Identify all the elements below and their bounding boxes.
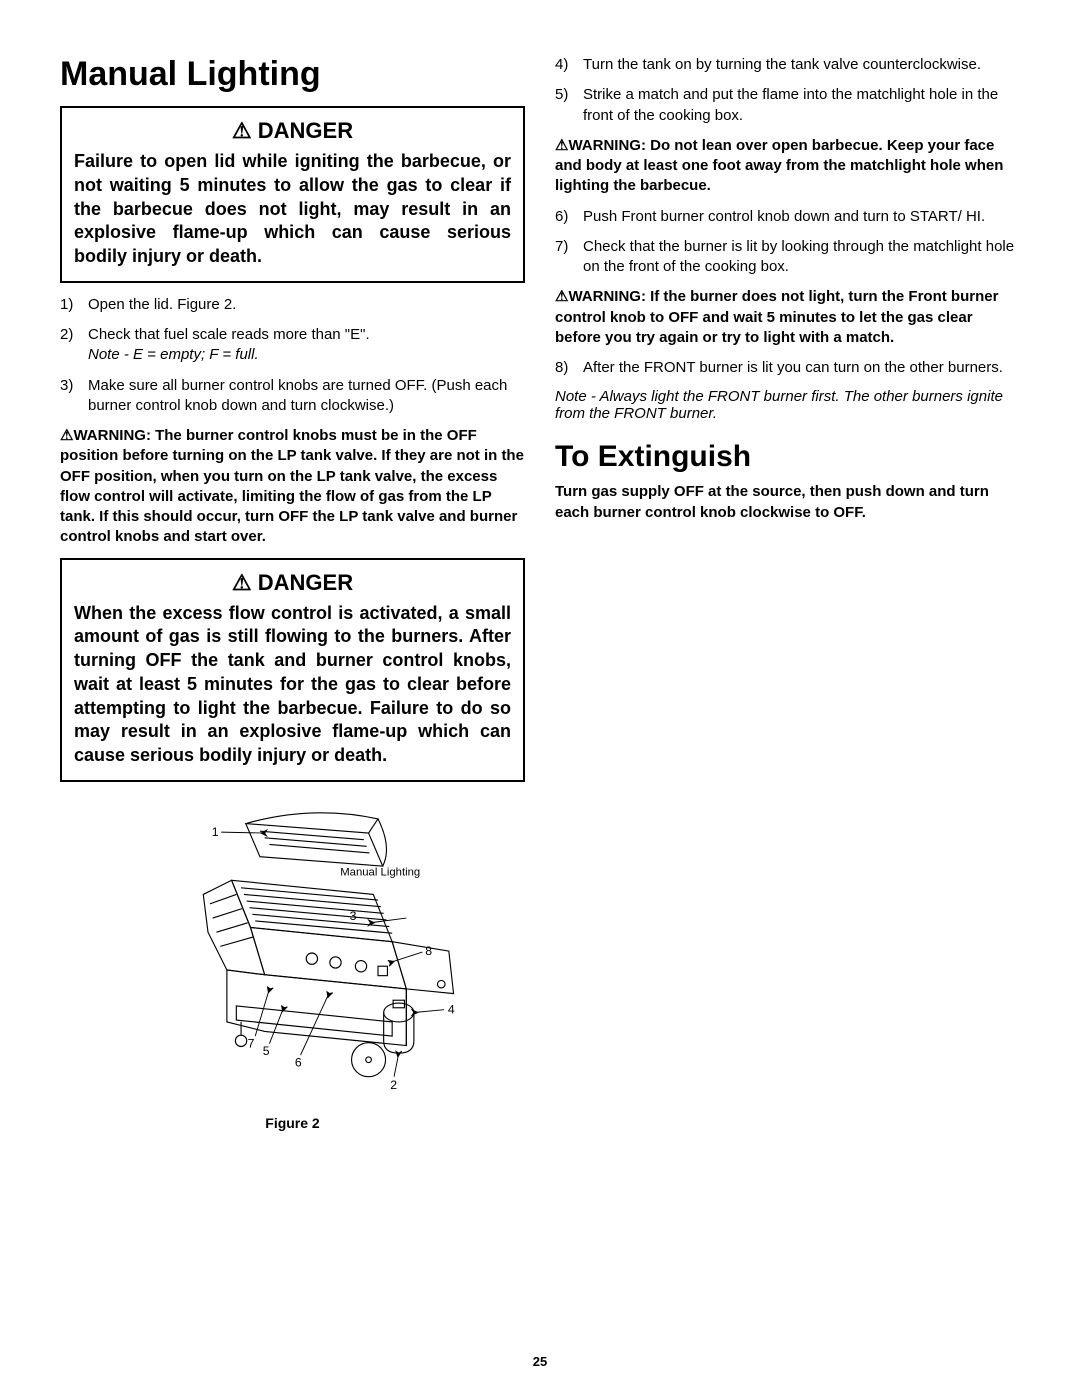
warning-1: ⚠WARNING: The burner control knobs must … (60, 426, 525, 548)
step-4-text: Turn the tank on by turning the tank val… (583, 56, 981, 73)
step-2: Check that fuel scale reads more than "E… (60, 325, 525, 366)
right-column: Turn the tank on by turning the tank val… (555, 55, 1020, 1131)
callout-label-manual: Manual Lighting (340, 866, 420, 878)
danger-body-2: When the excess flow control is activate… (74, 602, 511, 768)
danger-box-2: ⚠ DANGER When the excess flow control is… (60, 558, 525, 782)
danger-body-1: Failure to open lid while igniting the b… (74, 150, 511, 269)
step-8-text: After the FRONT burner is lit you can tu… (583, 359, 1003, 376)
step-5-text: Strike a match and put the flame into th… (583, 86, 998, 123)
step-3: Make sure all burner control knobs are t… (60, 376, 525, 417)
callout-3: 3 (349, 909, 356, 923)
note-end: Note - Always light the FRONT burner fir… (555, 388, 1020, 422)
callout-2: 2 (390, 1078, 397, 1092)
step-3-text: Make sure all burner control knobs are t… (88, 377, 507, 414)
step-6-text: Push Front burner control knob down and … (583, 208, 985, 225)
step-8: After the FRONT burner is lit you can tu… (555, 358, 1020, 378)
callout-8: 8 (425, 944, 432, 958)
callout-4: 4 (447, 1002, 454, 1016)
step-1: Open the lid. Figure 2. (60, 295, 525, 315)
steps-list-d: After the FRONT burner is lit you can tu… (555, 358, 1020, 378)
steps-list-b: Turn the tank on by turning the tank val… (555, 55, 1020, 126)
danger-title-1: ⚠ DANGER (74, 118, 511, 144)
steps-list-a: Open the lid. Figure 2. Check that fuel … (60, 295, 525, 416)
warning-3: ⚠WARNING: If the burner does not light, … (555, 287, 1020, 348)
step-7-text: Check that the burner is lit by looking … (583, 238, 1014, 275)
step-7: Check that the burner is lit by looking … (555, 237, 1020, 278)
step-6: Push Front burner control knob down and … (555, 207, 1020, 227)
danger-title-2: ⚠ DANGER (74, 570, 511, 596)
step-5: Strike a match and put the flame into th… (555, 85, 1020, 126)
callout-7: 7 (247, 1036, 254, 1050)
grill-illustration: 1 Manual Lighting 3 8 4 5 6 7 2 (123, 800, 463, 1102)
step-2-text: Check that fuel scale reads more than "E… (88, 326, 370, 343)
extinguish-body: Turn gas supply OFF at the source, then … (555, 482, 1020, 523)
step-1-text: Open the lid. Figure 2. (88, 296, 236, 313)
step-4: Turn the tank on by turning the tank val… (555, 55, 1020, 75)
page-number: 25 (0, 1354, 1080, 1369)
figure-2: 1 Manual Lighting 3 8 4 5 6 7 2 Figure 2 (60, 800, 525, 1131)
figure-caption: Figure 2 (60, 1115, 525, 1131)
steps-list-c: Push Front burner control knob down and … (555, 207, 1020, 278)
heading-manual-lighting: Manual Lighting (60, 55, 525, 94)
callout-5: 5 (262, 1044, 269, 1058)
left-column: Manual Lighting ⚠ DANGER Failure to open… (60, 55, 525, 1131)
callout-1: 1 (211, 825, 218, 839)
warning-2: ⚠WARNING: Do not lean over open barbecue… (555, 136, 1020, 197)
step-2-note: Note - E = empty; F = full. (88, 346, 259, 363)
callout-6: 6 (294, 1055, 301, 1069)
two-column-layout: Manual Lighting ⚠ DANGER Failure to open… (60, 55, 1020, 1131)
heading-extinguish: To Extinguish (555, 440, 1020, 474)
danger-box-1: ⚠ DANGER Failure to open lid while ignit… (60, 106, 525, 283)
